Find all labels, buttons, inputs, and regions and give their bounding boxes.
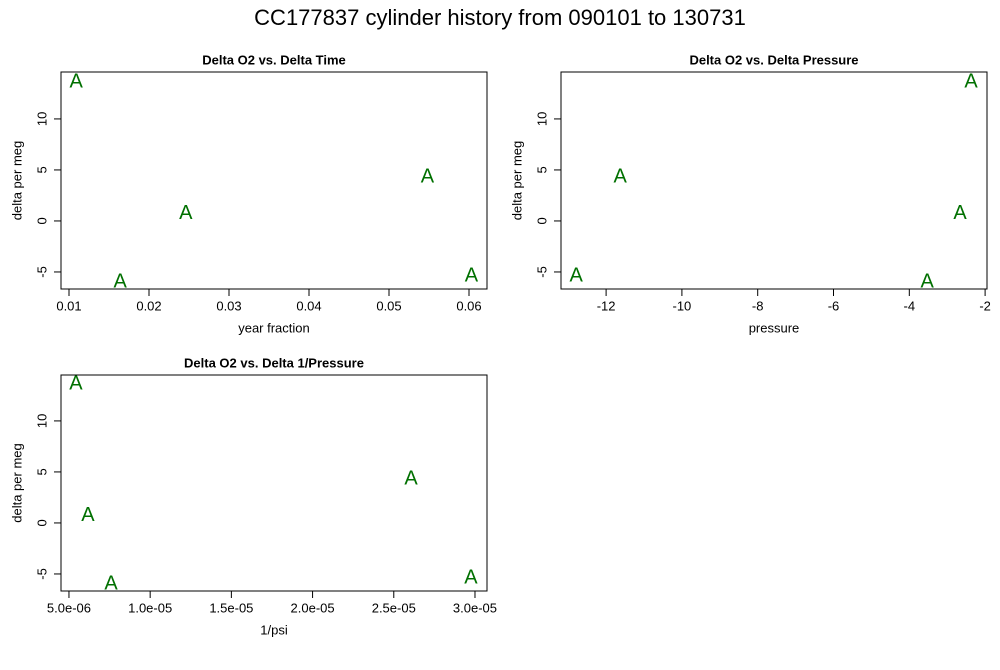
point-marker: A [569,264,583,286]
point-marker: A [69,372,83,394]
x-tick-label: 2.0e-05 [291,600,335,615]
x-tick-label: 0.04 [296,298,321,313]
point-marker: A [920,270,934,292]
point-marker: A [465,264,479,286]
plot-frame [60,374,488,592]
panel-title: Delta O2 vs. Delta Time [202,52,346,67]
y-tick-label: -5 [34,266,49,278]
y-tick-label: 5 [34,166,49,173]
x-tick-label: 0.02 [136,298,161,313]
y-axis-label: delta per meg [9,443,24,523]
y-tick-label: 0 [534,217,549,224]
y-tick-label: 10 [534,112,549,126]
x-tick-label: -2 [979,298,991,313]
x-axis-label: pressure [749,320,800,335]
point-marker: A [421,165,435,187]
x-tick-label: 2.5e-05 [372,600,416,615]
x-tick-label: 0.01 [56,298,81,313]
x-tick-label: 1.5e-05 [209,600,253,615]
point-marker: A [179,202,193,224]
x-axis-label: year fraction [238,320,310,335]
x-tick-label: -4 [904,298,916,313]
x-tick-label: -8 [752,298,764,313]
y-tick-label: 10 [34,414,49,428]
y-tick-label: -5 [534,266,549,278]
x-tick-label: 0.06 [456,298,481,313]
point-marker: A [613,165,627,187]
point-marker: A [104,572,118,594]
y-axis-label: delta per meg [9,141,24,221]
point-marker: A [81,504,95,526]
x-tick-label: 0.05 [376,298,401,313]
point-marker: A [70,70,84,92]
panel-title: Delta O2 vs. Delta Pressure [689,52,858,67]
point-marker: A [114,270,128,292]
x-tick-label: -6 [828,298,840,313]
main-title: CC177837 cylinder history from 090101 to… [254,5,746,30]
x-axis-label: 1/psi [260,622,288,637]
x-tick-label: 1.0e-05 [128,600,172,615]
point-marker: A [464,566,478,588]
point-marker: A [953,202,967,224]
x-tick-label: 0.03 [216,298,241,313]
y-tick-label: 0 [34,217,49,224]
y-tick-label: 0 [34,519,49,526]
x-tick-label: 5.0e-06 [47,600,91,615]
x-tick-label: -12 [597,298,616,313]
y-tick-label: 10 [34,112,49,126]
y-tick-label: 5 [34,468,49,475]
x-tick-label: -10 [673,298,692,313]
y-axis-label: delta per meg [509,141,524,221]
point-marker: A [964,70,978,92]
panel-title: Delta O2 vs. Delta 1/Pressure [184,355,364,370]
y-tick-label: -5 [34,568,49,580]
x-tick-label: 3.0e-05 [453,600,497,615]
y-tick-label: 5 [534,166,549,173]
point-marker: A [404,467,418,489]
